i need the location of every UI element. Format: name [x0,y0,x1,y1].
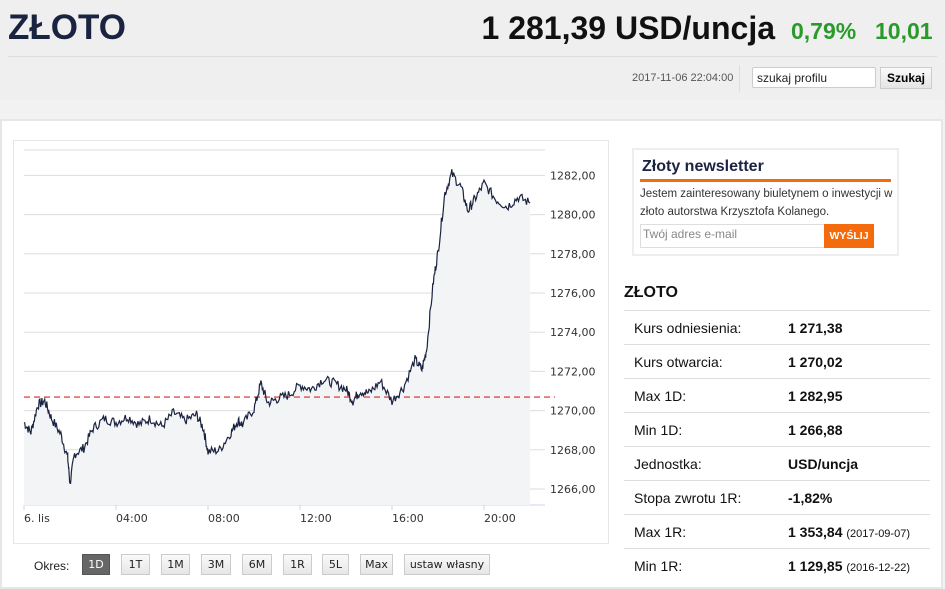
header: ZŁOTO 1 281,39 USD/uncja 0,79% 10,01 201… [0,0,945,100]
stats-row: Min 1R: 1 129,85 (2016-12-22) [624,548,930,582]
change-absolute: 10,01 [875,18,933,44]
stats-value: -1,82% [788,490,832,506]
stats-label: Jednostka: [634,456,702,472]
x-tick-label: 20:00 [484,512,516,525]
stats-value-text: 1 266,88 [788,422,843,438]
x-tick-label: 16:00 [392,512,424,525]
search-input[interactable] [752,67,876,88]
divider [8,56,937,57]
period-label: Okres: [34,559,70,573]
accent-bar [640,179,891,182]
stats-value-text: -1,82% [788,490,833,506]
y-tick-label: 1282,00 [550,169,596,182]
stats-value-text: 1 282,95 [788,388,843,404]
period-button-1r[interactable]: 1R [283,554,312,575]
y-tick-label: 1272,00 [550,365,596,378]
price-line [23,169,531,484]
y-tick-label: 1270,00 [550,405,596,418]
period-button-5l[interactable]: 5L [322,554,349,575]
stats-label: Max 1D: [634,388,687,404]
y-tick-label: 1274,00 [550,326,596,339]
stats-label: Stopa zwrotu 1R: [634,490,742,506]
price-chart[interactable]: 1266,00 1268,00 1270,00 1272,00 1274,00 1276,… [0,0,610,545]
y-tick-label: 1280,00 [550,209,596,222]
email-input[interactable]: Twój adres e-mail [640,224,825,248]
stats-row: Kurs otwarcia: 1 270,02 [624,344,930,378]
stats-label: Kurs otwarcia: [634,354,723,370]
stats-row: Min 1D: 1 266,88 [624,412,930,446]
period-button-1d[interactable]: 1D [82,554,110,575]
page-title: ZŁOTO [8,8,126,47]
y-tick-label: 1276,00 [550,287,596,300]
stats-value: 1 353,84 (2017-09-07) [788,524,910,540]
stats-value: 1 270,02 [788,354,843,370]
x-tick-label: 08:00 [208,512,240,525]
y-tick-label: 1266,00 [550,483,596,496]
stats-date: (2017-09-07) [846,528,910,540]
period-button-1t[interactable]: 1T [121,554,150,575]
stats-row: Stopa zwrotu 1R: -1,82% [624,480,930,514]
y-tick-label: 1278,00 [550,248,596,261]
price: 1 281,39 USD/uncja [481,10,775,46]
divider [739,65,740,92]
stats-label: Kurs odniesienia: [634,320,742,336]
stats-date: (2016-12-22) [846,562,910,574]
stats-row: Kurs odniesienia: 1 271,38 [624,310,930,344]
stats-value-text: USD/uncja [788,456,859,472]
y-tick-label: 1268,00 [550,444,596,457]
period-button-ustaw-własny[interactable]: ustaw własny [404,554,490,575]
stats-value: USD/uncja [788,456,858,472]
timestamp: 2017-11-06 22:04:00 [632,72,734,84]
period-button-6m[interactable]: 6M [242,554,272,575]
x-tick-label: 6. lis [24,512,50,525]
newsletter-box: Złoty newsletter Jestem zainteresowany b… [632,148,899,256]
stats-value-text: 1 270,02 [788,354,843,370]
x-tick-label: 04:00 [116,512,148,525]
stats-row: Max 1R: 1 353,84 (2017-09-07) [624,514,930,548]
stats-title: ZŁOTO [624,284,678,301]
period-button-3m[interactable]: 3M [201,554,231,575]
stats-value-text: 1 271,38 [788,320,843,336]
x-tick-label: 12:00 [300,512,332,525]
period-button-1m[interactable]: 1M [161,554,190,575]
stats-label: Max 1R: [634,524,687,540]
stats-value: 1 282,95 [788,388,843,404]
stats-value: 1 271,38 [788,320,843,336]
newsletter-text: Jestem zainteresowany biuletynem o inwes… [640,188,893,218]
stats-value-text: 1 129,85 [788,558,843,574]
stats-row: Jednostka: USD/uncja [624,446,930,480]
period-button-max[interactable]: Max [360,554,393,575]
stats-value: 1 129,85 (2016-12-22) [788,558,910,574]
send-button[interactable]: WYŚLIJ [824,224,874,248]
change-percent: 0,79% [791,18,857,44]
area-fill [24,169,530,505]
stats-label: Min 1D: [634,422,683,438]
search-button[interactable]: Szukaj [880,67,932,89]
stats-value: 1 266,88 [788,422,843,438]
stats-row: Max 1D: 1 282,95 [624,378,930,412]
stats-value-text: 1 353,84 [788,524,843,540]
newsletter-title: Złoty newsletter [642,158,764,175]
stats-label: Min 1R: [634,558,683,574]
